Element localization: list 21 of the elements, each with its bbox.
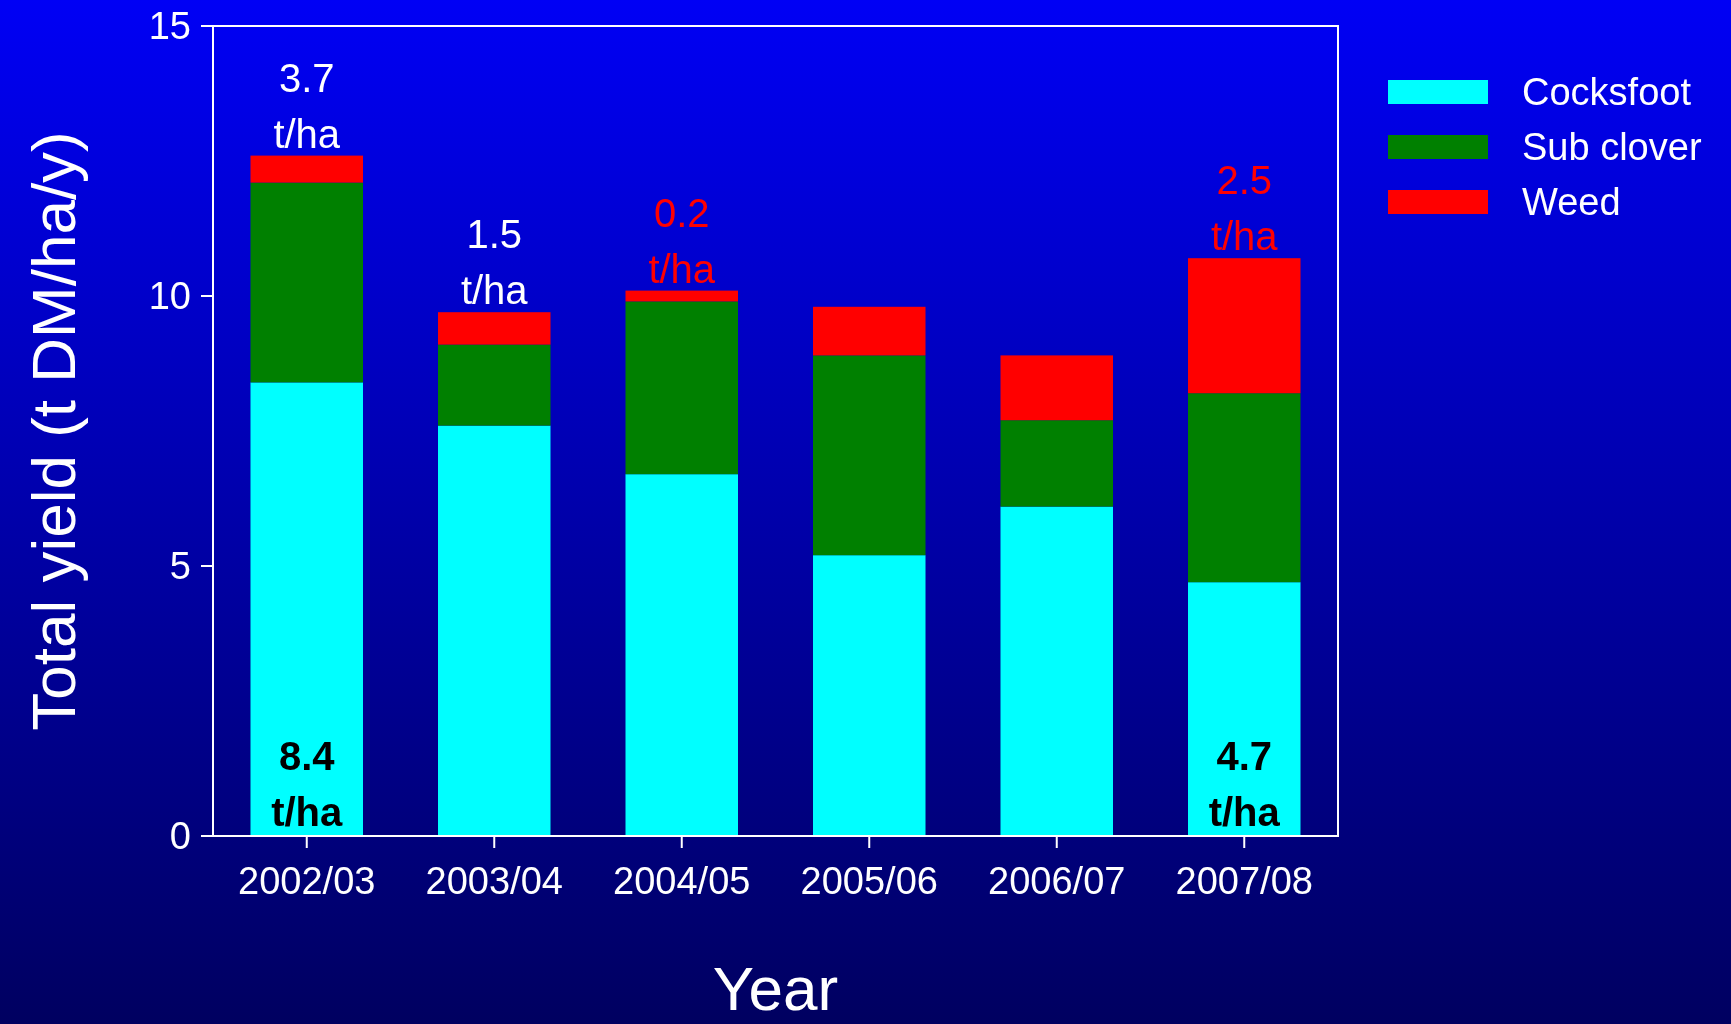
y-tick-label: 0 <box>169 815 191 858</box>
x-axis-title: Year <box>712 954 839 1023</box>
data-label: 8.4 t/ha <box>271 734 344 834</box>
data-label: 0.2 t/ha <box>648 190 716 291</box>
x-tick-label: 2006/07 <box>988 860 1126 902</box>
x-tick-label: 2007/08 <box>1175 860 1313 902</box>
legend-label: Sub clover <box>1522 126 1702 169</box>
y-tick-label: 5 <box>169 545 191 588</box>
data-label: 2.5 t/ha <box>1210 158 1279 259</box>
x-tick-label: 2004/05 <box>613 860 751 902</box>
y-tick-label: 15 <box>148 5 191 48</box>
x-tick-label: 2003/04 <box>425 860 563 902</box>
x-tick-label: 2002/03 <box>238 860 376 902</box>
data-label: 4.7 t/ha <box>1208 734 1281 834</box>
data-label: 3.7 t/ha <box>273 55 341 156</box>
x-tick-label: 2005/06 <box>800 860 938 902</box>
legend-label: Cocksfoot <box>1522 71 1692 114</box>
legend-label: Weed <box>1522 181 1621 224</box>
y-axis-title: Total yield (t DM/ha/y) <box>19 131 88 731</box>
data-label: 1.5 t/ha <box>460 212 529 313</box>
y-tick-label: 10 <box>148 275 191 318</box>
